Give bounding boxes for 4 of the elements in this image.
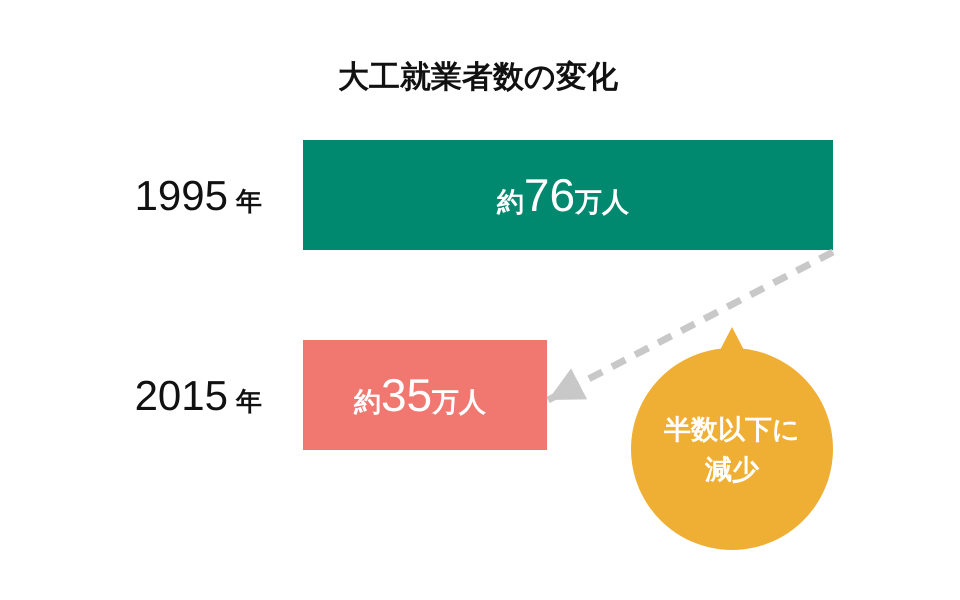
- chart-title: 大工就業者数の変化: [338, 59, 619, 94]
- data-label: 約76万人: [496, 169, 630, 221]
- annotation: 半数以下に減少: [663, 414, 800, 485]
- data-label: 約35万人: [352, 369, 488, 421]
